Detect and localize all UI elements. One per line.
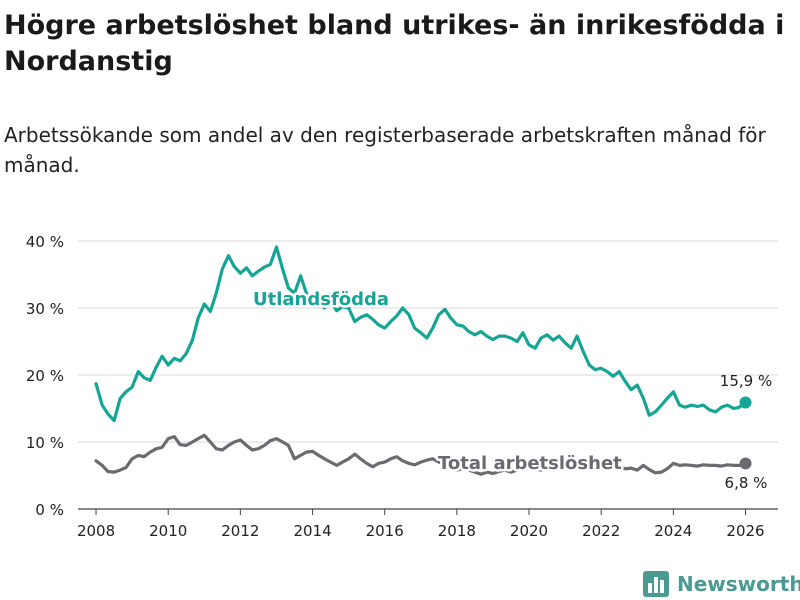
y-tick-label: 0 %: [35, 501, 64, 519]
chart-subtitle: Arbetssökande som andel av den registerb…: [4, 123, 766, 177]
total-line: [94, 433, 748, 476]
utlandsfodda-line: [94, 245, 748, 423]
bar-chart-icon: [643, 571, 669, 597]
x-tick-label: 2014: [293, 522, 331, 540]
end-value-utlandsfodda: 15,9 %: [720, 372, 772, 390]
x-tick-label: 2018: [438, 522, 476, 540]
x-tick-label: 2008: [77, 522, 115, 540]
newsworthy-logo: Newsworthy: [643, 569, 800, 599]
x-tick-label: 2020: [510, 522, 548, 540]
y-axis-ticks: 0 % 10 % 20 % 30 % 40 %: [26, 233, 64, 519]
chart-title: Högre arbetslöshet bland utrikes- än inr…: [4, 10, 785, 77]
brand-name: Newsworthy: [677, 572, 800, 596]
x-tick-label: 2012: [221, 522, 259, 540]
x-axis-ticks: 2008 2010 2012 2014 2016 2018 2020 2022 2024 2026: [77, 509, 765, 540]
total-end-point: [739, 457, 752, 470]
y-tick-label: 20 %: [26, 367, 64, 385]
x-tick-label: 2016: [366, 522, 404, 540]
series-labels: Utlandsfödda Total arbetslöshet 15,9 % 6,8 …: [251, 287, 773, 493]
series-label-total: Total arbetslöshet: [438, 453, 622, 474]
y-tick-label: 40 %: [26, 233, 64, 251]
x-tick-label: 2026: [726, 522, 764, 540]
x-tick-label: 2024: [654, 522, 692, 540]
utlandsfodda-end-point: [739, 396, 752, 409]
x-tick-label: 2010: [149, 522, 187, 540]
grid-lines: [78, 240, 778, 510]
y-tick-label: 30 %: [26, 300, 64, 318]
series-lines: [94, 245, 752, 476]
x-tick-label: 2022: [582, 522, 620, 540]
y-tick-label: 10 %: [26, 434, 64, 452]
end-value-total: 6,8 %: [725, 474, 768, 492]
series-label-utlandsfodda: Utlandsfödda: [253, 289, 389, 310]
